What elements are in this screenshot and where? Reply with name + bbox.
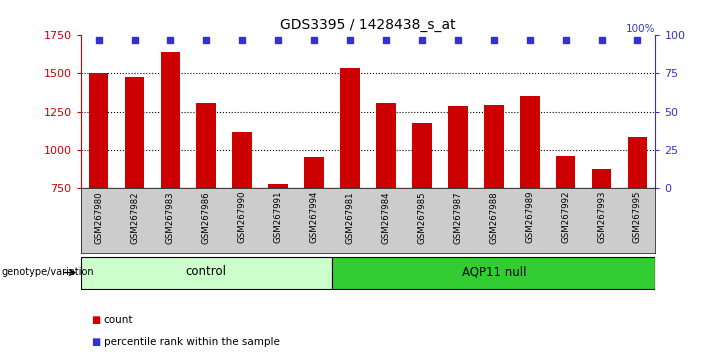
- Text: count: count: [104, 315, 133, 325]
- Title: GDS3395 / 1428438_s_at: GDS3395 / 1428438_s_at: [280, 18, 456, 32]
- Bar: [556, 156, 576, 188]
- Text: genotype/variation: genotype/variation: [1, 267, 94, 277]
- Bar: [233, 132, 252, 188]
- Text: GSM267995: GSM267995: [633, 191, 642, 244]
- Text: GSM267984: GSM267984: [381, 191, 390, 244]
- FancyBboxPatch shape: [332, 257, 655, 289]
- Text: 100%: 100%: [626, 24, 655, 34]
- Text: AQP11 null: AQP11 null: [461, 266, 526, 278]
- Bar: [340, 68, 360, 188]
- Text: GSM267990: GSM267990: [238, 191, 247, 244]
- Bar: [161, 52, 180, 188]
- Text: GSM267994: GSM267994: [310, 191, 319, 244]
- Text: ■: ■: [91, 315, 100, 325]
- Text: GSM267988: GSM267988: [489, 191, 498, 244]
- Text: GSM267982: GSM267982: [130, 191, 139, 244]
- Bar: [196, 103, 216, 188]
- Text: GSM267981: GSM267981: [346, 191, 355, 244]
- Text: GSM267986: GSM267986: [202, 191, 211, 244]
- Bar: [268, 184, 288, 188]
- Bar: [592, 169, 611, 188]
- Bar: [125, 77, 144, 188]
- Text: GSM267983: GSM267983: [166, 191, 175, 244]
- Text: ■: ■: [91, 337, 100, 347]
- Text: GSM267989: GSM267989: [525, 191, 534, 244]
- Bar: [412, 123, 432, 188]
- Text: control: control: [186, 266, 227, 278]
- Text: percentile rank within the sample: percentile rank within the sample: [104, 337, 280, 347]
- Bar: [484, 105, 503, 188]
- Bar: [520, 96, 540, 188]
- Text: GSM267987: GSM267987: [454, 191, 463, 244]
- Bar: [376, 103, 396, 188]
- Text: GSM267980: GSM267980: [94, 191, 103, 244]
- Text: GSM267991: GSM267991: [273, 191, 283, 244]
- Text: GSM267985: GSM267985: [417, 191, 426, 244]
- Bar: [89, 73, 109, 188]
- FancyBboxPatch shape: [81, 257, 332, 289]
- Text: GSM267993: GSM267993: [597, 191, 606, 244]
- Bar: [627, 137, 647, 188]
- Bar: [304, 157, 324, 188]
- Bar: [448, 106, 468, 188]
- Text: GSM267992: GSM267992: [561, 191, 570, 244]
